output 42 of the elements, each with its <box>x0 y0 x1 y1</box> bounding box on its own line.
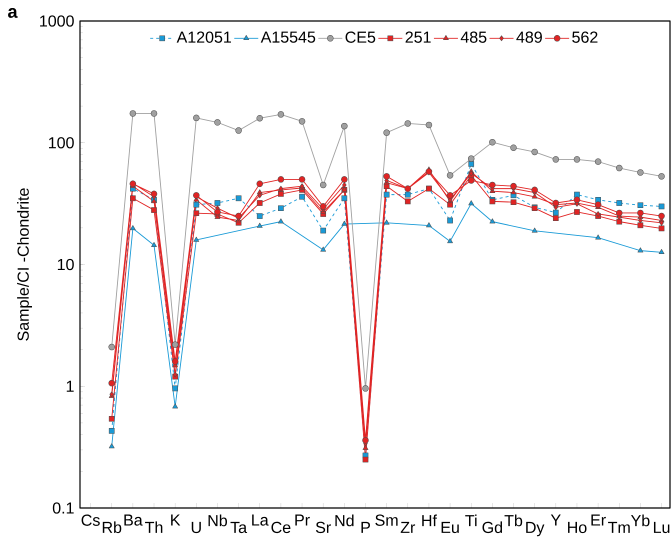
x-tick-label: Eu <box>442 522 459 534</box>
x-tick-label: Lu <box>654 522 670 534</box>
x-tick-label: Gd <box>482 521 502 534</box>
legend-label: A15545 <box>260 32 316 43</box>
x-tick-label: U <box>192 522 201 534</box>
x-tick-label: Dy <box>526 522 544 536</box>
x-tick-label: Ti <box>465 514 477 526</box>
x-tick-label: Ta <box>230 522 248 534</box>
x-tick-label: K <box>171 514 180 526</box>
legend-label: CE5 <box>346 32 376 43</box>
y-tick-label: 10 <box>58 258 74 270</box>
x-tick-label: Er <box>591 514 606 526</box>
x-tick-label: Y <box>550 514 561 526</box>
x-tick-label: Zr <box>400 522 416 533</box>
x-tick-label: Cs <box>82 514 100 526</box>
x-tick-label: Ba <box>124 514 143 526</box>
x-tick-label: Sm <box>375 514 398 526</box>
legend-label: A12051 <box>176 32 231 43</box>
x-tick-label: Tm <box>608 522 630 533</box>
y-tick-label: 0.1 <box>52 502 74 514</box>
x-tick-label: Ce <box>271 522 290 534</box>
x-tick-label: Th <box>145 521 162 533</box>
y-tick-label: 100 <box>48 137 74 148</box>
x-tick-label: La <box>252 514 269 526</box>
x-tick-label: Tb <box>504 514 522 526</box>
text: a <box>8 8 18 18</box>
x-tick-label: Nd <box>335 514 354 526</box>
x-tick-label: P <box>361 522 370 533</box>
x-tick-label: Nb <box>208 514 227 526</box>
y-tick-label: 1000 <box>40 15 74 27</box>
legend-label: 485 <box>460 32 486 43</box>
x-tick-label: Pr <box>295 514 310 526</box>
legend-label: 251 <box>406 32 431 43</box>
x-tick-label: Rb <box>102 521 122 534</box>
x-tick-label: Ho <box>568 522 586 534</box>
legend-label: 489 <box>516 32 542 43</box>
legend-label: 562 <box>572 32 598 43</box>
y-axis-title: Sample/CI -Chondrite <box>17 188 32 341</box>
x-tick-label: Sr <box>316 522 331 534</box>
x-tick-label: Hf <box>422 514 437 526</box>
y-tick-label: 1 <box>66 380 74 392</box>
x-tick-label: Yb <box>630 514 650 526</box>
